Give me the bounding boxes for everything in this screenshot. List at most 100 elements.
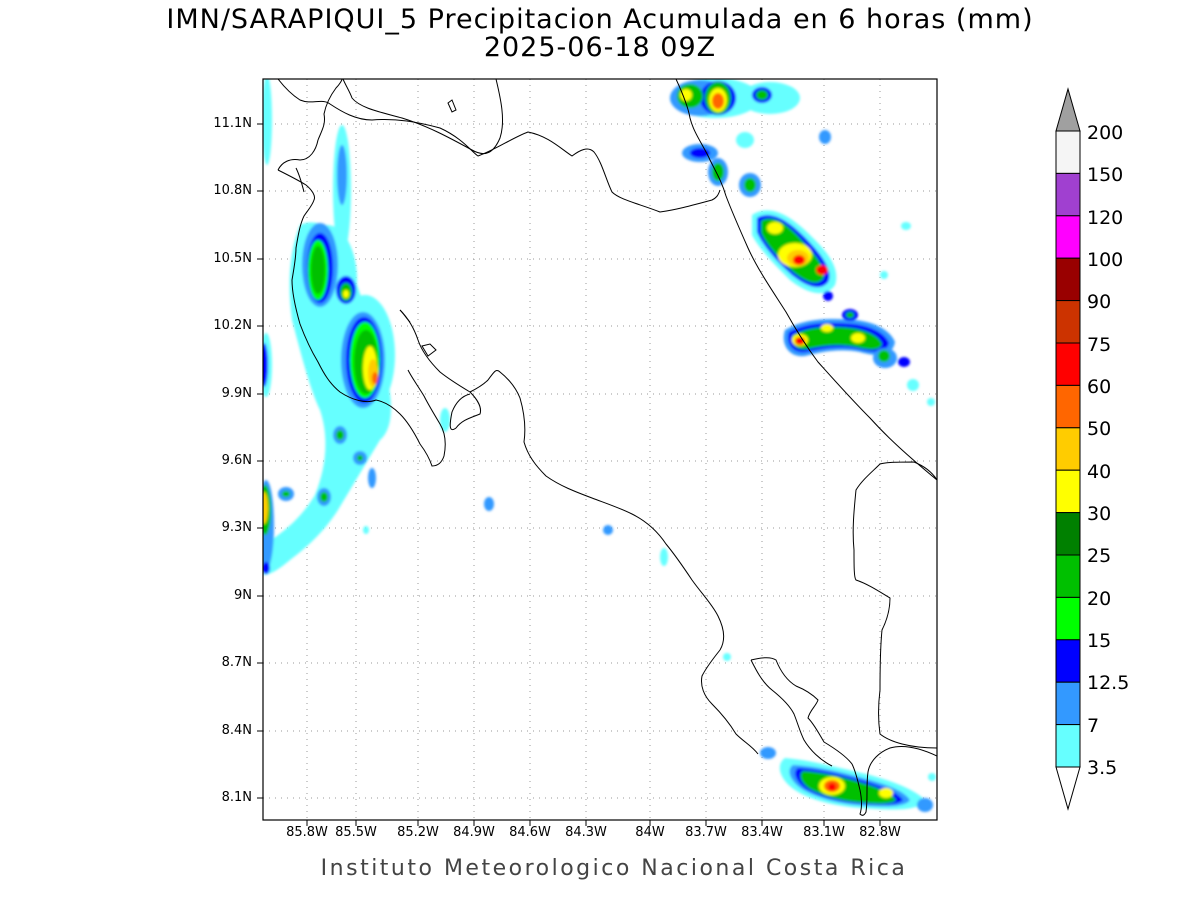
- axis-ticks: [257, 123, 881, 826]
- rain-cell: [320, 492, 328, 502]
- latitude-label: 8.1N: [221, 790, 252, 805]
- rain-cell: [901, 222, 911, 230]
- colorbar-label: 50: [1087, 418, 1112, 440]
- colorbar-swatch: [1055, 427, 1081, 471]
- longitude-label: 85.8W: [286, 825, 328, 840]
- rain-cell: [311, 246, 325, 294]
- colorbar-swatch: [1055, 596, 1081, 641]
- colorbar-label: 100: [1087, 249, 1124, 271]
- map-valid-time: 2025-06-18 09Z: [483, 32, 717, 63]
- map-title: IMN/SARAPIQUI_5 Precipitacion Acumulada …: [166, 4, 1034, 35]
- latitude-label: 9.6N: [221, 453, 252, 468]
- colorbar-label: 12.5: [1087, 672, 1130, 694]
- rain-cell: [846, 312, 854, 318]
- rain-cell: [723, 653, 731, 661]
- rain-cell: [263, 343, 268, 387]
- rain-cell: [263, 79, 272, 165]
- pacific-coast: [277, 169, 446, 467]
- rain-cell: [343, 290, 349, 298]
- rain-cell: [928, 773, 936, 781]
- longitude-label: 84.6W: [509, 825, 551, 840]
- colorbar-label: 150: [1087, 164, 1124, 186]
- rain-cell: [744, 178, 756, 192]
- rain-cell: [880, 271, 888, 279]
- pacific-coast: [399, 309, 411, 323]
- rain-cell: [263, 492, 268, 524]
- longitude-label: 82.8W: [859, 825, 901, 840]
- rain-cell: [336, 430, 344, 440]
- colorbar-label: 120: [1087, 207, 1124, 229]
- rain-cell: [767, 222, 783, 234]
- rain-cell: [823, 291, 833, 301]
- colorbar-swatch: [1055, 681, 1081, 726]
- colorbar-swatch: [1055, 300, 1081, 344]
- latitude-label: 8.4N: [221, 723, 252, 738]
- map-frame: [262, 78, 938, 821]
- rain-cell: [851, 333, 865, 343]
- nicaragua-border: [277, 79, 721, 213]
- rain-cell: [878, 350, 890, 362]
- pacific-coast: [750, 657, 861, 791]
- rain-cell: [793, 255, 805, 265]
- colorbar-swatch: [1055, 130, 1081, 174]
- colorbar-label: 15: [1087, 630, 1112, 652]
- rain-cell: [816, 265, 828, 275]
- pacific-coast: [277, 79, 343, 171]
- rain-cell: [660, 548, 668, 566]
- rain-cell: [828, 783, 836, 791]
- latitude-label: 9N: [234, 588, 252, 603]
- colorbar-label: 40: [1087, 461, 1112, 483]
- longitude-label: 84.3W: [565, 825, 607, 840]
- rain-cell: [357, 455, 363, 461]
- longitude-label: 85.2W: [397, 825, 439, 840]
- rain-cell: [337, 145, 347, 205]
- latitude-label: 11.1N: [213, 116, 252, 131]
- rain-cell: [791, 326, 882, 350]
- longitude-label: 84W: [635, 825, 665, 840]
- rain-cell: [372, 372, 378, 384]
- rain-cell: [368, 468, 376, 488]
- colorbar-label: 30: [1087, 503, 1112, 525]
- rain-cell: [603, 525, 613, 535]
- longitude-label: 83.1W: [803, 825, 845, 840]
- rain-cell: [898, 357, 910, 367]
- colorbar-swatch: [1055, 172, 1081, 217]
- credit-line: Instituto Meteorologico Nacional Costa R…: [320, 856, 908, 881]
- rain-cell: [917, 798, 933, 812]
- caribbean-coast: [675, 79, 937, 481]
- colorbar-label: 20: [1087, 588, 1112, 610]
- osa-peninsula: [750, 659, 833, 767]
- rain-cell: [263, 562, 270, 574]
- colorbar-label: 200: [1087, 122, 1124, 144]
- panama-border: [852, 461, 937, 749]
- rain-cell: [712, 163, 724, 181]
- longitude-label: 85.5W: [335, 825, 377, 840]
- colorbar-label: 3.5: [1087, 757, 1118, 779]
- rain-cell: [440, 408, 450, 432]
- colorbar: [1055, 87, 1081, 811]
- latitude-label: 10.8N: [213, 183, 252, 198]
- latitude-label: 9.9N: [221, 386, 252, 401]
- colorbar-swatch: [1055, 512, 1081, 556]
- colorbar-label: 7: [1087, 715, 1100, 737]
- pacific-coast: [421, 343, 437, 357]
- rain-cell: [712, 93, 724, 109]
- longitude-label: 83.7W: [685, 825, 727, 840]
- rain-cell: [680, 89, 692, 101]
- colorbar-under-triangle: [1055, 766, 1081, 811]
- latitude-label: 8.7N: [221, 655, 252, 670]
- colorbar-swatch: [1055, 257, 1081, 302]
- colorbar-swatch: [1055, 724, 1081, 768]
- colorbar-swatch: [1055, 469, 1081, 514]
- colorbar-swatch: [1055, 639, 1081, 683]
- longitude-label: 83.4W: [741, 825, 783, 840]
- lake-island: [447, 99, 457, 113]
- colorbar-swatch: [1055, 554, 1081, 598]
- precipitation-field: [263, 79, 936, 812]
- rain-cell: [484, 497, 494, 511]
- pacific-coast: [469, 369, 759, 755]
- longitude-label: 84.9W: [453, 825, 495, 840]
- rain-cell: [760, 747, 776, 759]
- rain-cell: [907, 379, 919, 391]
